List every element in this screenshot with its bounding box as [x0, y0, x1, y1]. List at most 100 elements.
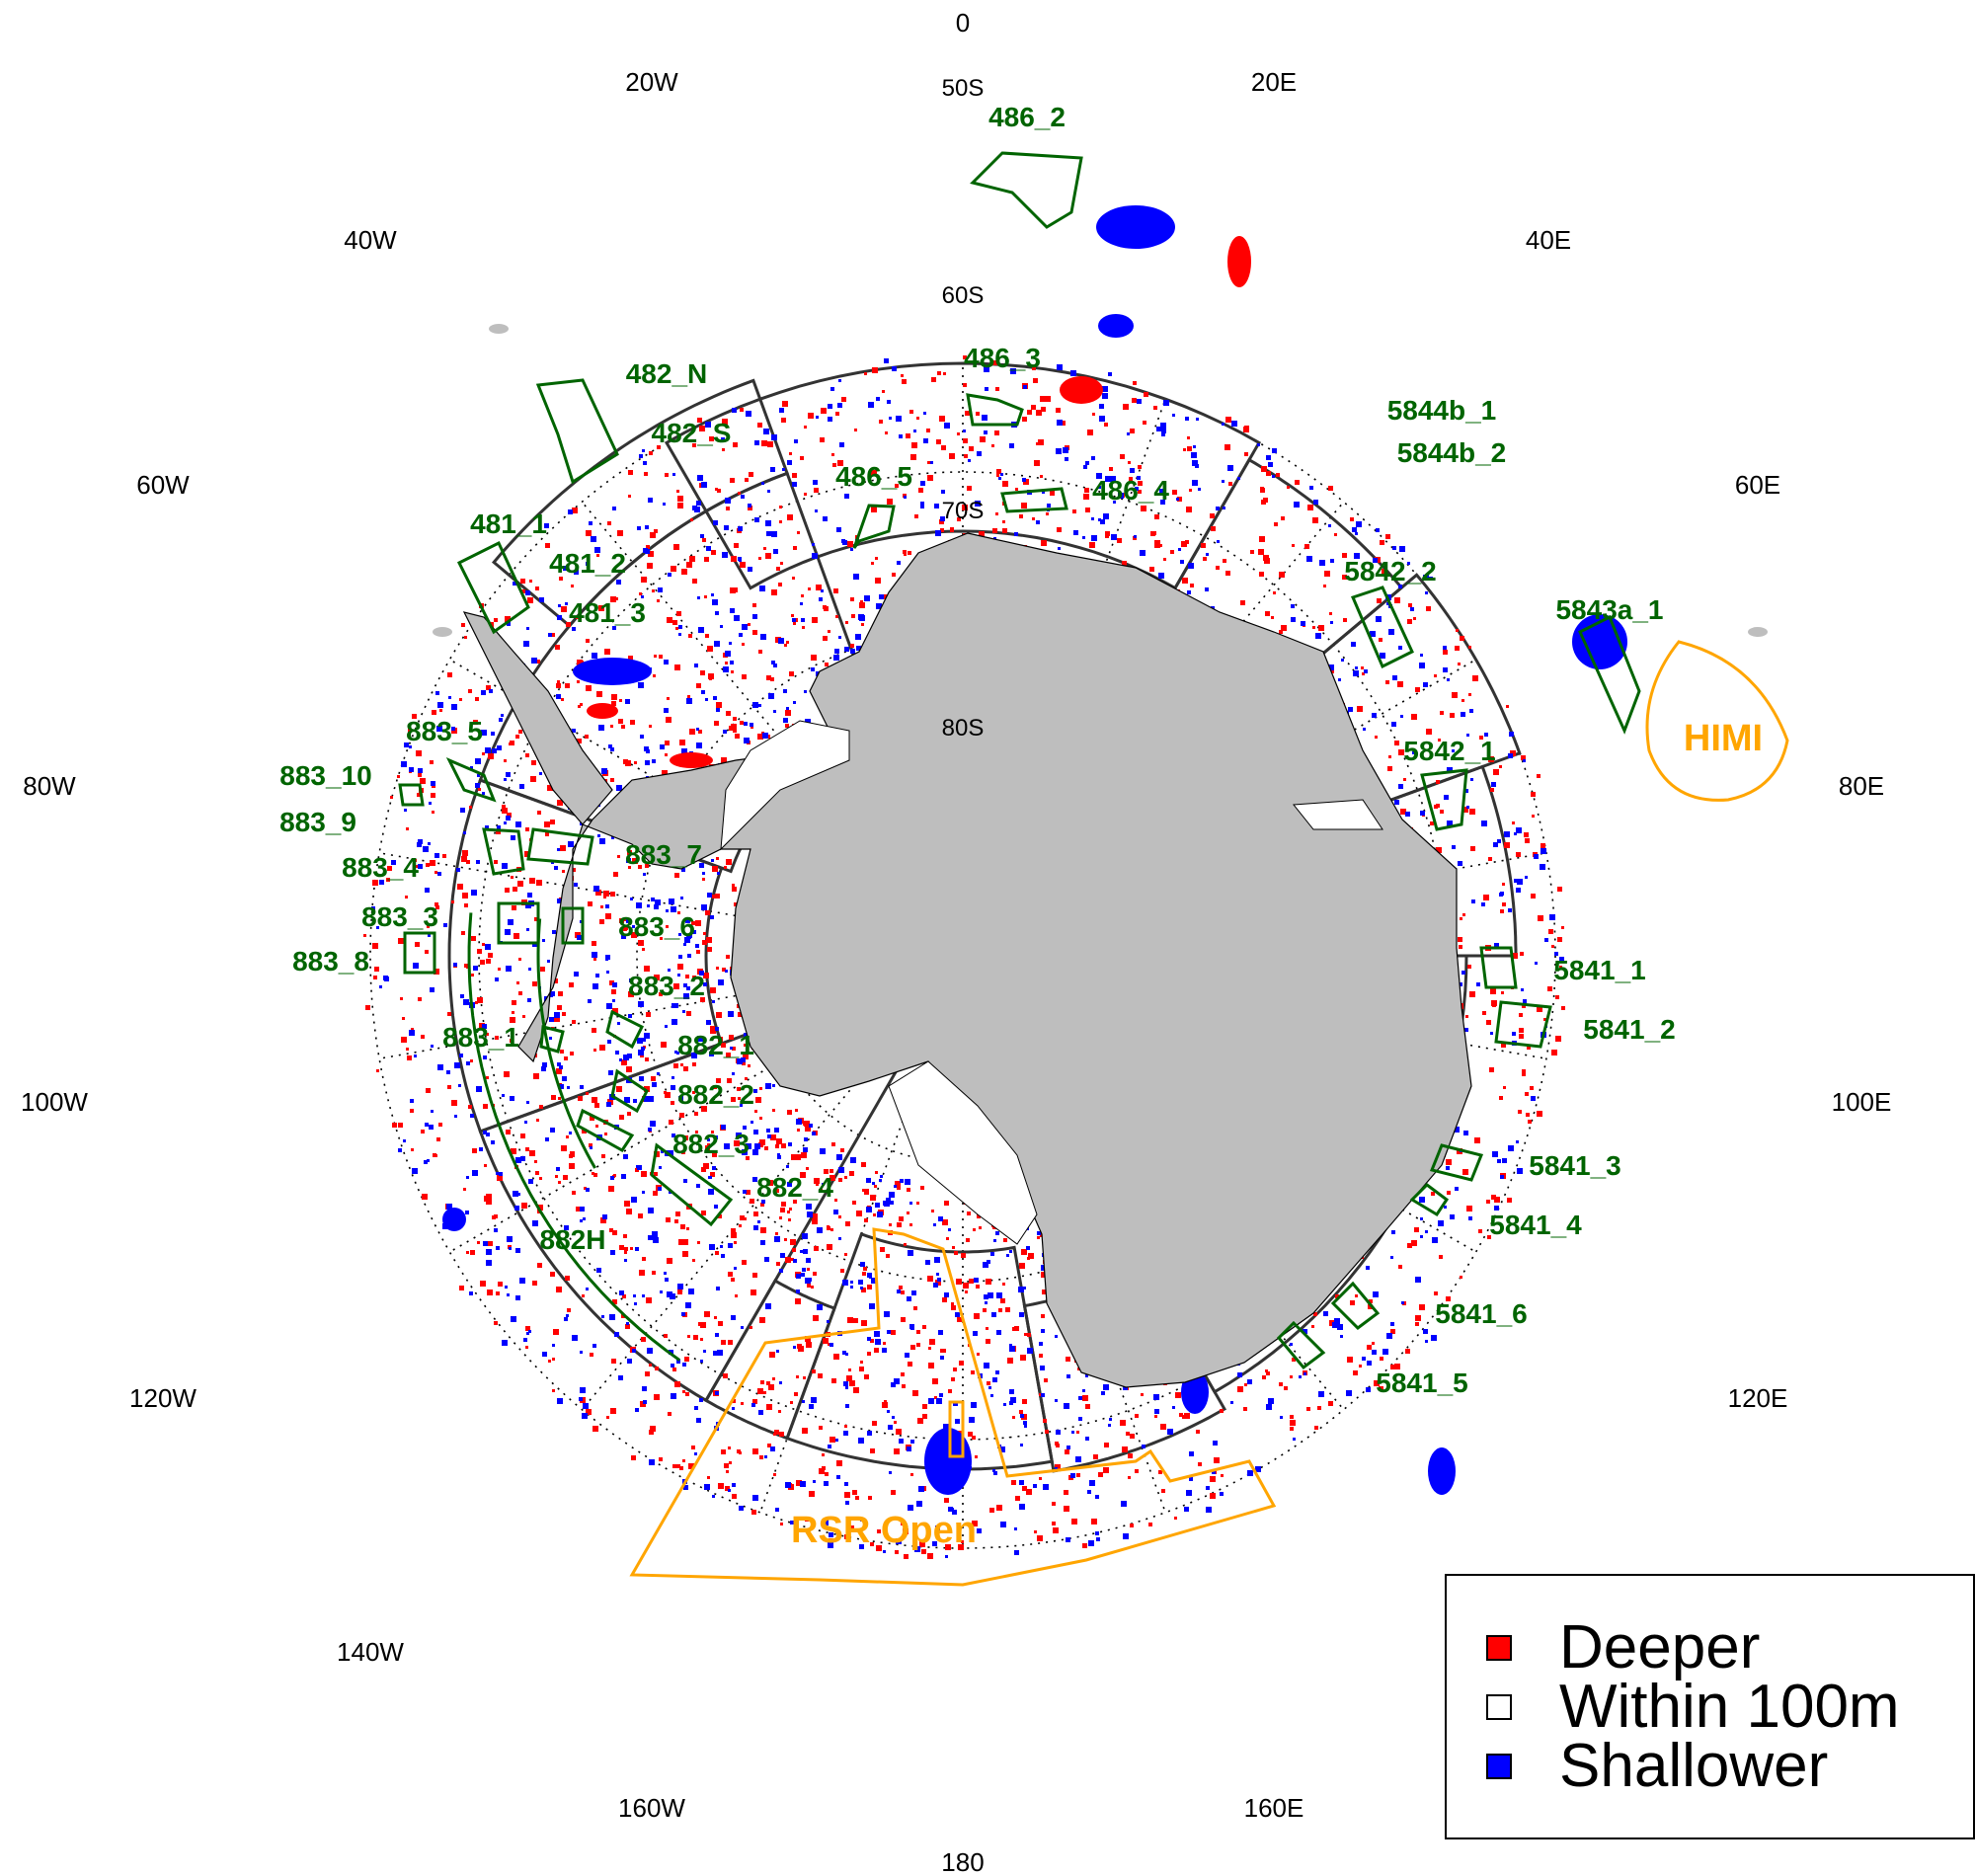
ronne-ice-shelf: [720, 720, 850, 851]
area-label-5844b_1: 5844b_1: [1387, 395, 1497, 426]
area-label-5841_3: 5841_3: [1529, 1150, 1620, 1181]
area-label-883_9: 883_9: [279, 807, 356, 837]
longitude-label: 60W: [136, 470, 190, 500]
area-label-883_8: 883_8: [292, 946, 369, 977]
antarctica-land: [517, 532, 1472, 1388]
block-883-4: [482, 827, 525, 876]
area-label-5842_1: 5842_1: [1403, 736, 1495, 766]
depth-blob: [1428, 1447, 1456, 1495]
area-label-5844b_2: 5844b_2: [1397, 437, 1507, 468]
legend-item-within: Within 100m: [1486, 1677, 1900, 1738]
longitude-label: 120W: [129, 1383, 197, 1413]
area-label-883_1: 883_1: [442, 1022, 519, 1053]
area-label-482_n: 482_N: [626, 358, 708, 389]
area-label-482_s: 482_S: [652, 418, 732, 448]
research-block-outlines: [398, 151, 1789, 1587]
longitude-label: 20W: [625, 67, 678, 97]
area-label-882_1: 882_1: [677, 1030, 754, 1060]
area-label-486_5: 486_5: [835, 461, 912, 492]
block-883-5: [445, 757, 497, 803]
depth-blob: [1060, 376, 1103, 404]
area-label-883_3: 883_3: [361, 901, 438, 932]
block-5841-5: [1276, 1320, 1326, 1370]
area-label-5841_1: 5841_1: [1553, 955, 1645, 985]
longitude-label: 40W: [344, 225, 397, 255]
legend-item-shallower: Shallower: [1486, 1736, 1828, 1797]
latitude-label: 50S: [942, 75, 985, 102]
area-label-883_4: 883_4: [342, 852, 419, 883]
area-label-himi: HIMI: [1684, 718, 1763, 759]
longitude-label: 140W: [337, 1637, 404, 1667]
block-883-2: [605, 1009, 645, 1050]
block-486-5: [852, 504, 896, 549]
depth-blob: [1227, 236, 1251, 287]
area-label-5841_5: 5841_5: [1376, 1368, 1467, 1398]
legend-label: Within 100m: [1559, 1673, 1900, 1741]
ross-ice-shelf: [888, 1060, 1038, 1245]
longitude-label: 180: [941, 1847, 984, 1876]
legend-label: Deeper: [1559, 1613, 1761, 1681]
longitude-label: 20E: [1251, 67, 1297, 97]
block-5841-2: [1494, 1000, 1552, 1049]
block-882-1: [610, 1068, 649, 1114]
longitude-label: 40E: [1526, 225, 1571, 255]
latitude-label: 80S: [942, 715, 985, 742]
amery-ice-shelf: [1293, 799, 1383, 830]
block-883-1: [539, 1025, 565, 1054]
longitude-label: 60E: [1735, 470, 1780, 500]
longitude-label: 0: [956, 8, 970, 38]
management-area-frame: [703, 1279, 836, 1441]
area-label-882_4: 882_4: [756, 1172, 833, 1203]
block-883-6: [561, 906, 585, 945]
area-label-882_3: 882_3: [672, 1129, 750, 1159]
longitude-label: 120E: [1728, 1383, 1788, 1413]
block-5841-4: [1409, 1183, 1450, 1217]
depth-blob: [442, 1208, 466, 1231]
area-label-486_2: 486_2: [988, 102, 1066, 132]
area-label-5843a_1: 5843a_1: [1555, 594, 1663, 625]
block-RSR-small: [948, 1400, 965, 1458]
area-label-rsr-open: RSR Open: [791, 1510, 977, 1551]
depth-blob: [1096, 205, 1175, 249]
area-label-5841_6: 5841_6: [1435, 1298, 1527, 1329]
block-5843a-1: [1578, 614, 1641, 735]
area-label-486_4: 486_4: [1092, 475, 1169, 506]
area-label-883_6: 883_6: [618, 911, 695, 942]
area-label-883_2: 883_2: [628, 971, 705, 1001]
block-486-4: [1000, 487, 1068, 513]
block-883-8: [403, 931, 436, 975]
depth-blob: [573, 658, 652, 685]
area-label-883_7: 883_7: [625, 839, 702, 870]
block-883-7: [526, 827, 594, 866]
management-area-frame: [491, 378, 790, 628]
area-label-883_10: 883_10: [279, 760, 371, 791]
area-label-481_1: 481_1: [470, 508, 547, 539]
legend-swatch-within: [1486, 1694, 1512, 1720]
legend-swatch-deeper: [1486, 1635, 1512, 1661]
latitude-label: 60S: [942, 282, 985, 309]
area-label-883_5: 883_5: [406, 716, 483, 746]
legend-swatch-shallower: [1486, 1754, 1512, 1779]
management-area-frame: [447, 778, 724, 1133]
legend-item-deeper: Deeper: [1486, 1617, 1760, 1679]
shallower-pixels: [371, 358, 1564, 1558]
block-5842-1: [1420, 768, 1468, 831]
area-label-5842_2: 5842_2: [1344, 556, 1436, 586]
legend-label: Shallower: [1559, 1732, 1829, 1800]
island: [489, 324, 509, 334]
longitude-label: 100W: [21, 1087, 88, 1117]
block-882-2: [576, 1108, 635, 1152]
block-882H-arc: [467, 912, 681, 1362]
block-882-3: [650, 1142, 734, 1227]
legend: Deeper Within 100m Shallower: [1445, 1574, 1975, 1839]
block-481-1: [456, 540, 530, 635]
area-label-486_3: 486_3: [964, 343, 1041, 373]
block-5841-1: [1479, 946, 1518, 989]
area-label-481_2: 481_2: [549, 548, 626, 579]
island: [1748, 627, 1768, 637]
block-5842-2: [1350, 586, 1414, 669]
depth-blob: [670, 752, 713, 768]
depth-blob: [1098, 314, 1134, 338]
longitude-label: 100E: [1832, 1087, 1892, 1117]
